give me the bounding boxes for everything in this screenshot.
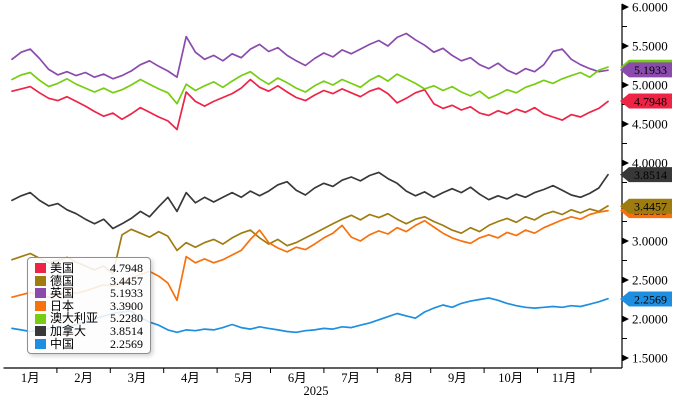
legend-row-us[interactable]: 美国 4.7948 — [35, 262, 143, 275]
last-value-tag-uk — [620, 62, 672, 78]
y-major-tick — [622, 354, 629, 362]
legend-swatch-us — [35, 263, 46, 274]
legend-value-us: 4.7948 — [110, 261, 143, 275]
legend-swatch-uk — [35, 288, 46, 299]
last-value-tag-label-uk: 5.1933 — [634, 63, 667, 77]
series-line-ca — [11, 171, 609, 230]
legend-value-jp: 3.3900 — [110, 298, 143, 313]
last-value-tag-label-us: 4.7948 — [634, 94, 667, 108]
y-tick-label: 1.5000 — [632, 351, 668, 366]
legend-value-de: 3.4457 — [110, 273, 143, 288]
y-tick-label: 5.0000 — [632, 78, 668, 93]
last-value-tag-ca — [620, 167, 672, 183]
legend-row-cn[interactable]: 中国 2.2569 — [35, 336, 143, 351]
last-value-tag-cn — [620, 291, 672, 307]
x-month-label: 6月 — [288, 371, 307, 385]
y-tick-label: 4.5000 — [632, 117, 668, 132]
x-month-label: 4月 — [181, 371, 200, 385]
legend-swatch-ca — [35, 326, 46, 337]
last-value-tag-de — [620, 198, 672, 214]
chart-legend: 美国 4.7948 德国 3.4457 英国 5.1933 日本 3.3900 澳大利亚 5.22… — [27, 257, 151, 355]
y-tick-label: 2.0000 — [632, 312, 668, 327]
legend-value-cn: 2.2569 — [110, 336, 143, 351]
legend-name-cn: 中国 — [50, 336, 75, 351]
legend-row-uk[interactable]: 英国 5.1933 — [35, 287, 143, 300]
y-tick-label: 5.5000 — [632, 39, 668, 54]
series-line-uk — [11, 32, 609, 80]
y-tick-label: 6.0000 — [632, 0, 668, 15]
legend-swatch-jp — [35, 301, 46, 312]
x-year-label: 2025 — [304, 384, 329, 398]
legend-row-ca[interactable]: 加拿大 3.8514 — [35, 325, 143, 338]
y-major-tick — [622, 315, 629, 323]
y-major-tick — [622, 120, 629, 128]
legend-value-uk: 5.1933 — [110, 286, 143, 301]
x-month-label: 3月 — [128, 371, 147, 385]
legend-name-de: 德国 — [50, 273, 75, 288]
legend-swatch-cn — [35, 338, 46, 349]
y-major-tick — [622, 3, 629, 11]
x-month-label: 8月 — [395, 371, 414, 385]
y-major-tick — [622, 81, 629, 89]
last-value-tag-us — [620, 93, 672, 109]
x-month-label: 1月 — [21, 371, 40, 385]
x-month-label: 2月 — [74, 371, 93, 385]
legend-name-uk: 英国 — [50, 286, 75, 301]
y-major-tick — [622, 42, 629, 50]
x-month-label: 5月 — [234, 371, 253, 385]
legend-name-jp: 日本 — [50, 298, 75, 313]
y-major-tick — [622, 237, 629, 245]
last-value-tag-label-cn: 2.2569 — [634, 292, 667, 306]
y-tick-label: 4.0000 — [632, 156, 668, 171]
legend-swatch-de — [35, 275, 46, 286]
x-month-label: 10月 — [498, 371, 523, 385]
legend-name-ca: 加拿大 — [50, 323, 87, 338]
x-month-label: 11月 — [552, 371, 577, 385]
legend-row-jp[interactable]: 日本 3.3900 — [35, 300, 143, 313]
last-value-tag-label-de: 3.4457 — [634, 200, 667, 214]
y-tick-label: 2.5000 — [632, 273, 668, 288]
y-tick-label: 3.0000 — [632, 234, 668, 249]
y-major-tick — [622, 276, 629, 284]
legend-name-au: 澳大利亚 — [50, 311, 99, 326]
legend-row-de[interactable]: 德国 3.4457 — [35, 273, 143, 288]
x-month-label: 7月 — [341, 371, 360, 385]
legend-swatch-au — [35, 313, 46, 324]
series-line-us — [11, 78, 609, 131]
legend-value-ca: 3.8514 — [110, 323, 143, 338]
series-line-au — [11, 66, 609, 105]
legend-row-au[interactable]: 澳大利亚 5.2280 — [35, 312, 143, 325]
legend-value-au: 5.2280 — [110, 311, 143, 326]
last-value-tag-label-ca: 3.8514 — [634, 168, 667, 182]
legend-name-us: 美国 — [50, 261, 75, 275]
y-major-tick — [622, 159, 629, 167]
x-month-label: 9月 — [448, 371, 467, 385]
